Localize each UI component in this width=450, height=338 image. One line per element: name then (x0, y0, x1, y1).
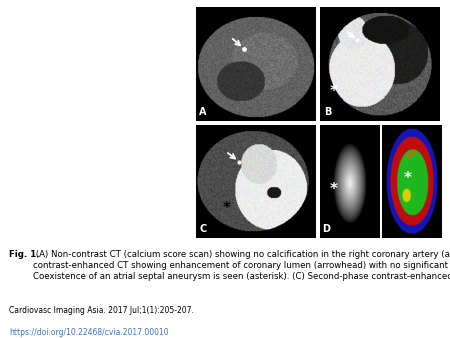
Text: *: * (404, 171, 412, 186)
Text: (A) Non-contrast CT (calcium score scan) showing no calcification in the right c: (A) Non-contrast CT (calcium score scan)… (33, 250, 450, 281)
Text: *: * (329, 84, 338, 99)
Text: A: A (199, 106, 207, 117)
Text: Fig. 1.: Fig. 1. (9, 250, 40, 259)
Text: B: B (324, 106, 331, 117)
Text: D: D (322, 224, 330, 234)
Text: *: * (330, 183, 338, 197)
Text: C: C (199, 224, 207, 234)
Text: *: * (223, 201, 231, 216)
Text: Cardiovasc Imaging Asia. 2017 Jul;1(1):205-207.: Cardiovasc Imaging Asia. 2017 Jul;1(1):2… (9, 306, 194, 315)
Text: https://doi.org/10.22468/cvia.2017.00010: https://doi.org/10.22468/cvia.2017.00010 (9, 328, 169, 337)
